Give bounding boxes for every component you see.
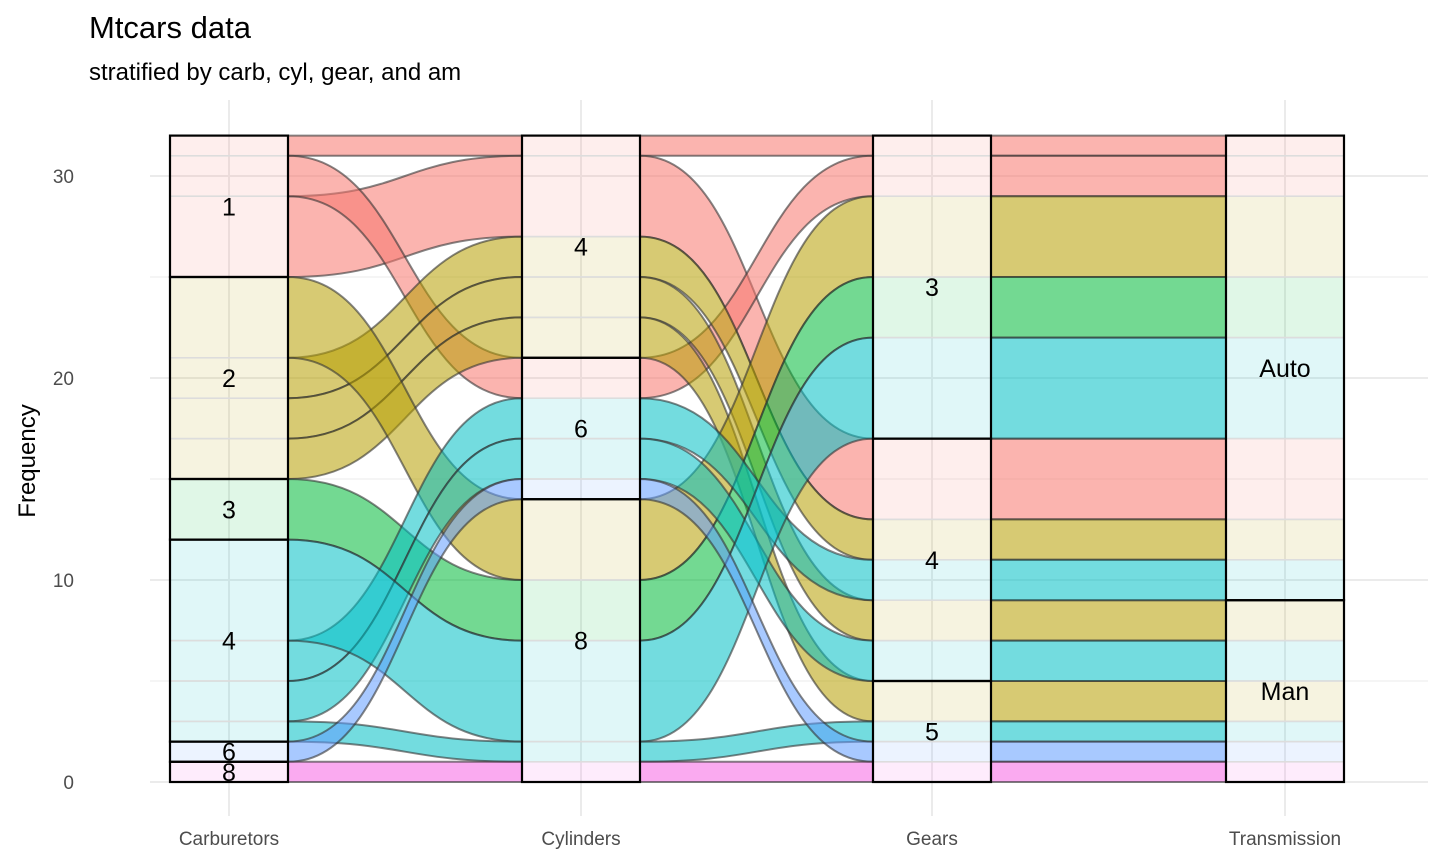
y-tick-label: 20 xyxy=(53,369,74,390)
lode xyxy=(1225,336,1345,440)
alluvium-flow xyxy=(990,154,1227,198)
y-tick-label: 10 xyxy=(53,571,74,592)
lode xyxy=(872,639,992,682)
stratum-label: 5 xyxy=(925,719,939,747)
lode xyxy=(169,155,289,197)
alluvium-flow xyxy=(990,195,1227,278)
alluvium-flow xyxy=(639,760,874,783)
lode xyxy=(169,195,289,278)
alluvium-flow xyxy=(990,720,1227,743)
x-axis-label: Carburetors xyxy=(179,829,279,850)
alluvium-flow xyxy=(990,518,1227,561)
lode xyxy=(1225,276,1345,339)
stratum-label: 6 xyxy=(574,416,588,444)
alluvium-flow xyxy=(990,437,1227,521)
x-axis-label: Transmission xyxy=(1229,829,1341,850)
lode xyxy=(521,437,641,480)
stratum-label: 4 xyxy=(925,547,939,575)
flow-layer xyxy=(287,134,1227,783)
lode xyxy=(1225,639,1345,682)
stratum-label: 4 xyxy=(222,628,236,656)
lode xyxy=(521,235,641,278)
alluvium-flow xyxy=(990,639,1227,683)
lode xyxy=(169,680,289,723)
lode xyxy=(1225,761,1345,783)
lode xyxy=(521,478,641,500)
stratum-label: 6 xyxy=(222,739,236,767)
alluvium-flow xyxy=(990,740,1227,763)
lode xyxy=(872,155,992,197)
chart-subtitle: stratified by carb, cyl, gear, and am xyxy=(89,59,462,86)
alluvium-flow xyxy=(990,134,1227,157)
lode xyxy=(521,155,641,238)
lode xyxy=(169,134,289,157)
lode xyxy=(1225,740,1345,763)
lode xyxy=(872,599,992,642)
lode xyxy=(1225,559,1345,601)
stratum-label: 2 xyxy=(222,365,236,393)
y-tick-label: 30 xyxy=(53,167,74,188)
lode xyxy=(521,357,641,399)
lode xyxy=(872,134,992,157)
stratum-label: 3 xyxy=(222,496,236,524)
lode xyxy=(1225,720,1345,743)
y-tick-label: 0 xyxy=(63,773,74,794)
stratum-label: 4 xyxy=(574,234,588,262)
lode xyxy=(521,276,641,319)
stratum-box xyxy=(520,134,642,359)
lode xyxy=(872,761,992,783)
alluvium-flow xyxy=(990,679,1227,723)
x-axis-label: Cylinders xyxy=(541,829,620,850)
lode xyxy=(169,437,289,480)
lode xyxy=(1225,195,1345,278)
lode xyxy=(521,740,641,763)
stratum-box xyxy=(1224,134,1346,602)
stratum-label: Auto xyxy=(1259,355,1310,383)
lode xyxy=(1225,155,1345,197)
stratum-box xyxy=(168,134,290,279)
stratum-label: 3 xyxy=(925,274,939,302)
lode xyxy=(169,397,289,440)
lode xyxy=(872,336,992,440)
y-axis-title: Frequency xyxy=(14,404,41,517)
lode xyxy=(521,316,641,359)
lode xyxy=(872,680,992,723)
alluvium-flow xyxy=(639,134,874,157)
x-axis-label: Gears xyxy=(906,829,958,850)
stratum-label: 8 xyxy=(222,759,236,787)
lode xyxy=(872,437,992,521)
lode xyxy=(1225,599,1345,642)
lode xyxy=(1225,134,1345,157)
alluvium-flow xyxy=(287,760,523,783)
axis-layer: 0 10 20 30 Carburetors Cylinders Gears Transmis… xyxy=(14,167,1341,850)
stratum-layer xyxy=(168,134,1346,784)
alluvium-flow xyxy=(990,336,1227,440)
lode xyxy=(872,195,992,278)
lode xyxy=(521,397,641,440)
lode xyxy=(521,134,641,157)
stratum-box xyxy=(871,134,993,440)
lode xyxy=(169,538,289,642)
alluvium-flow xyxy=(287,134,523,157)
alluvium-flow xyxy=(990,599,1227,642)
lode xyxy=(169,276,289,359)
alluvium-flow xyxy=(990,760,1227,783)
lode xyxy=(1225,437,1345,521)
chart-title: Mtcars data xyxy=(89,10,251,45)
alluvium-flow xyxy=(990,558,1227,602)
lode xyxy=(521,498,641,581)
stratum-label: 1 xyxy=(222,193,236,221)
lode xyxy=(1225,518,1345,561)
stratum-label: Man xyxy=(1261,678,1310,706)
lode xyxy=(521,761,641,783)
alluvium-flow xyxy=(990,276,1227,339)
stratum-label: 8 xyxy=(574,628,588,656)
lode xyxy=(521,639,641,743)
lode xyxy=(872,276,992,339)
